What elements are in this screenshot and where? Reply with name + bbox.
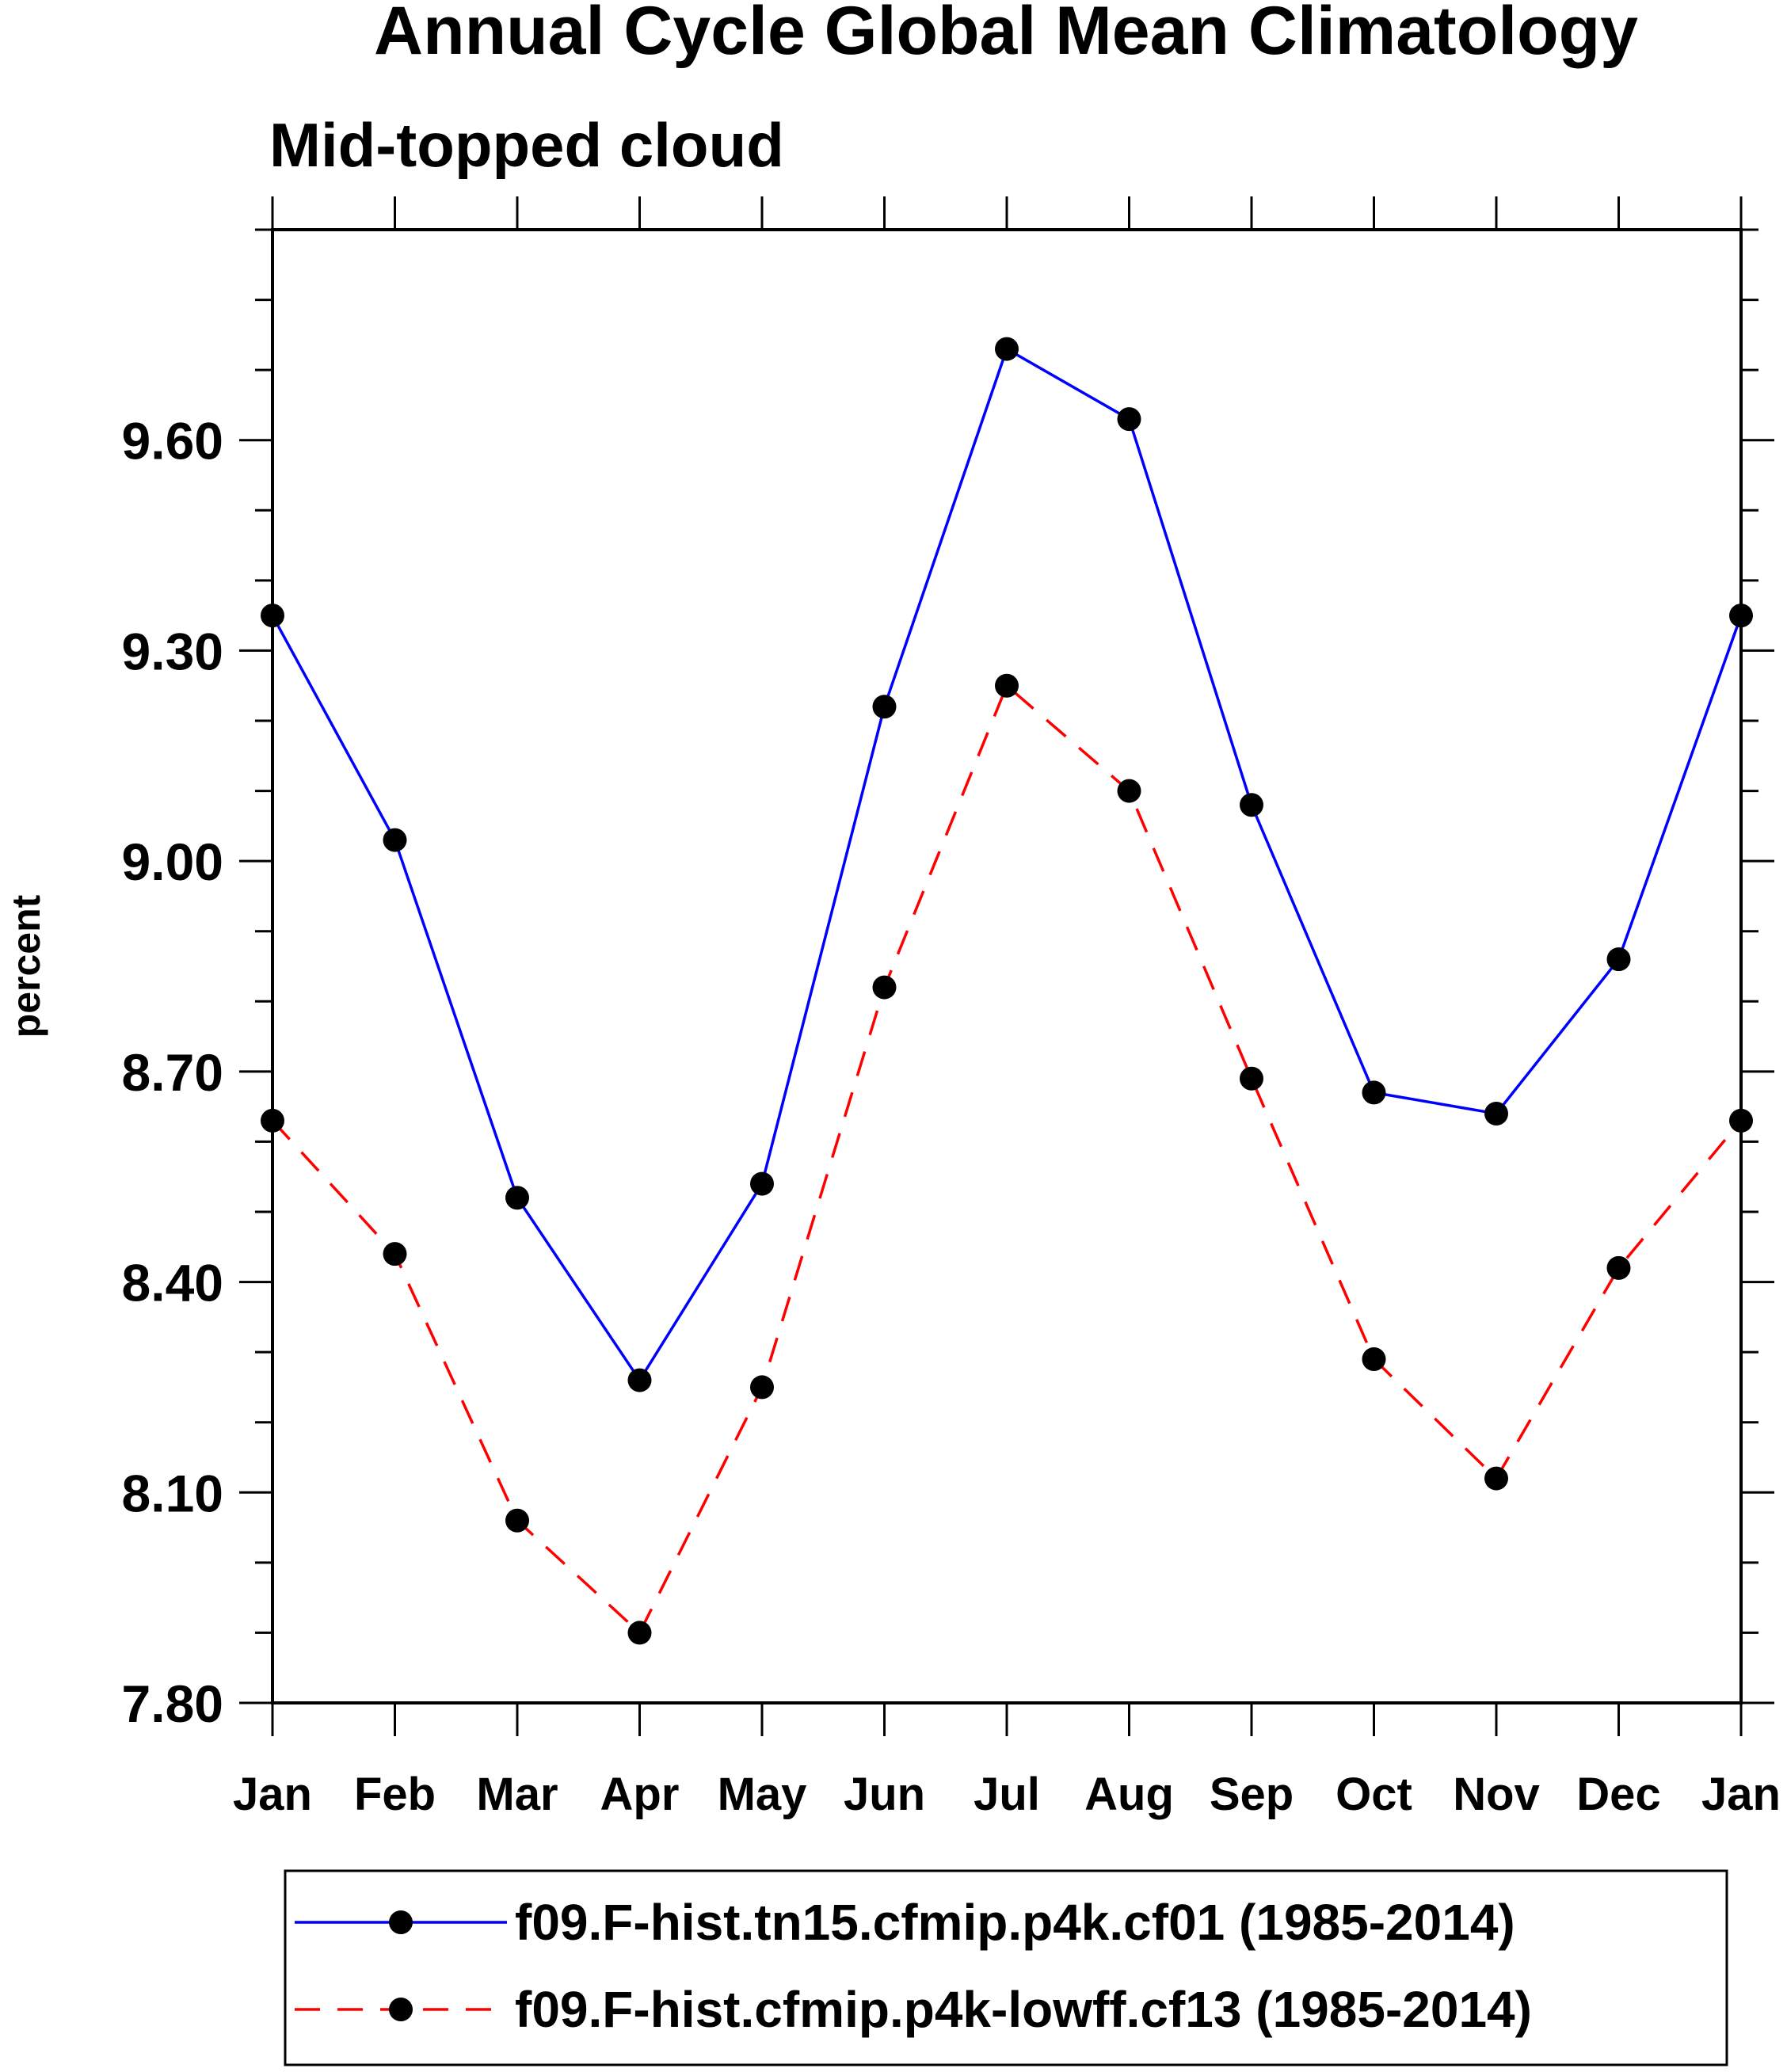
y-tick-label: 8.40 [122, 1254, 223, 1312]
legend-label-2: f09.F-hist.cfmip.p4k-lowff.cf13 (1985-20… [515, 1981, 1532, 2038]
series-2-point [1362, 1347, 1386, 1371]
series-line-1 [271, 346, 1743, 1383]
series-2-point [627, 1621, 652, 1645]
series-2-point [505, 1508, 529, 1533]
legend-box [284, 1869, 1728, 2066]
series-2-point [995, 673, 1019, 698]
x-tick-label: Sep [1210, 1769, 1294, 1820]
series-1-point [1606, 947, 1631, 972]
y-axis-label: percent [4, 894, 48, 1038]
x-axis-ticks: Jan Feb Mar Apr May Jun Jul Aug Sep Oct Nov Dec Jan [233, 196, 1781, 1820]
y-tick-label: 8.10 [122, 1464, 223, 1522]
y-axis-ticks: 7.80 8.10 8.40 8.70 9.00 9.30 9.60 [122, 228, 1774, 1733]
x-tick-label: Jan [1701, 1769, 1781, 1820]
y-tick-label: 9.30 [122, 622, 223, 680]
x-tick-label: Aug [1084, 1769, 1174, 1820]
series-2-point [1606, 1255, 1631, 1280]
series-1-point [383, 828, 407, 852]
x-tick-label: Jan [233, 1769, 312, 1820]
x-tick-label: May [718, 1769, 807, 1820]
series-1-point [1240, 793, 1263, 817]
x-tick-label: Nov [1453, 1769, 1540, 1820]
legend-marker-1 [389, 1910, 413, 1934]
plot-frame [271, 228, 1743, 1704]
series-1-point [1117, 407, 1141, 432]
chart-title: Annual Cycle Global Mean Climatology [374, 0, 1638, 69]
series-1-point [872, 695, 897, 719]
x-tick-label: Jul [974, 1769, 1040, 1820]
x-tick-label: Apr [600, 1769, 680, 1820]
x-tick-label: Feb [354, 1769, 436, 1820]
chart-subtitle: Mid-topped cloud [269, 110, 784, 180]
series-1-point [1484, 1102, 1508, 1126]
x-tick-label: Dec [1576, 1769, 1660, 1820]
legend-marker-2 [389, 1998, 413, 2021]
x-tick-label: Mar [476, 1769, 558, 1820]
series-1-point [995, 337, 1019, 361]
y-tick-label: 7.80 [122, 1674, 223, 1733]
series-2-point [872, 975, 897, 1000]
y-tick-label: 9.00 [122, 832, 223, 891]
series-line-2 [271, 683, 1743, 1636]
series-2-point [1240, 1066, 1263, 1091]
x-tick-label: Jun [844, 1769, 925, 1820]
series-1-point [505, 1186, 529, 1210]
legend: f09.F-hist.tn15.cfmip.p4k.cf01 (1985-201… [284, 1869, 1728, 2066]
series-2-point [1484, 1466, 1508, 1491]
y-tick-label: 9.60 [122, 412, 223, 470]
y-tick-label: 8.70 [122, 1043, 223, 1102]
series-2-point [1117, 779, 1141, 803]
series-2-point [383, 1242, 407, 1266]
series-1-point [750, 1171, 774, 1196]
series-1-point [627, 1368, 652, 1392]
series-1-point [1362, 1080, 1386, 1105]
series-layer [261, 337, 1753, 1645]
x-tick-label: Oct [1335, 1769, 1412, 1820]
legend-label-1: f09.F-hist.tn15.cfmip.p4k.cf01 (1985-201… [515, 1894, 1515, 1951]
series-2-point [750, 1375, 774, 1400]
